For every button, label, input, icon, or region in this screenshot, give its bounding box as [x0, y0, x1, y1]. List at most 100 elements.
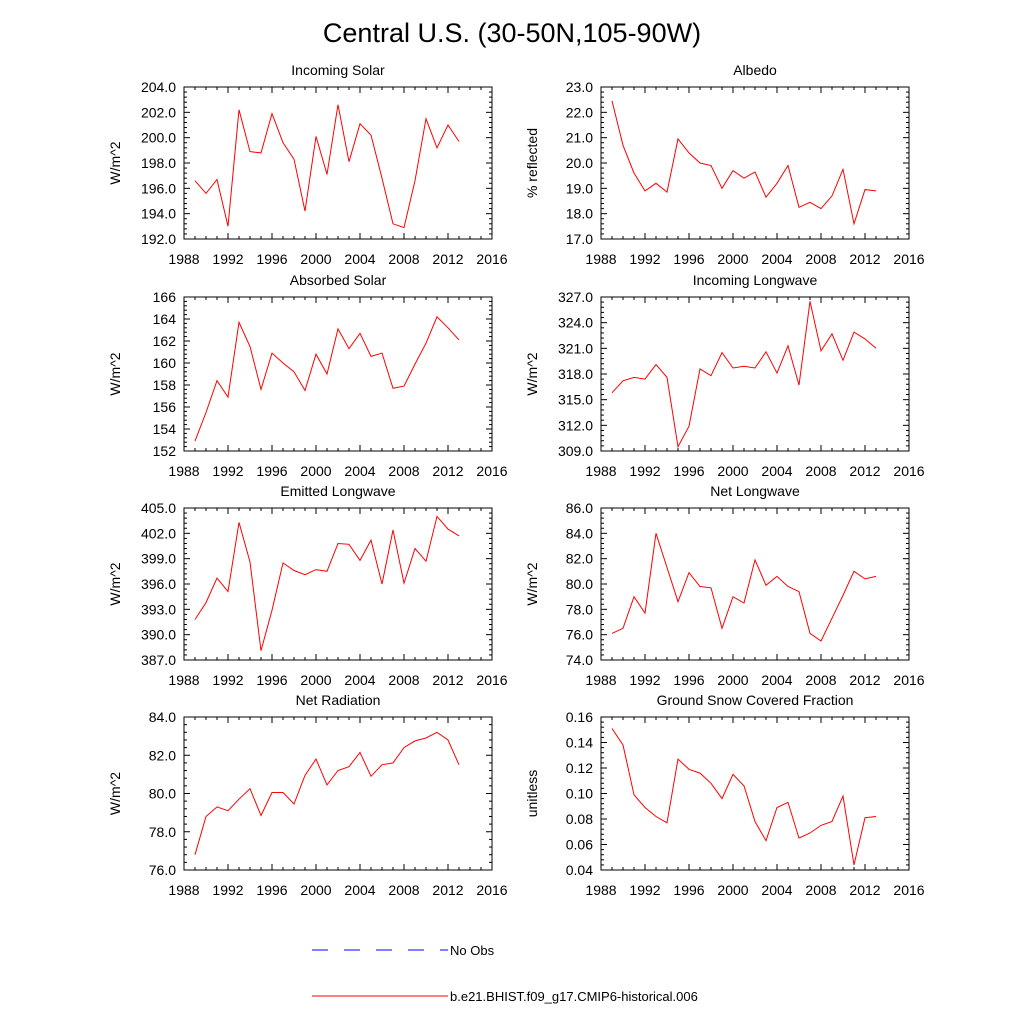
x-tick-label: 2016: [476, 251, 507, 267]
x-tick-label: 2012: [432, 882, 463, 898]
panel-5: Emitted Longwave W/m^2 1988 1992 1996 2000 200…: [107, 483, 508, 688]
legend-obs-label: No Obs: [450, 943, 495, 958]
x-tick-label: 2012: [432, 463, 463, 479]
x-tick-label: 1988: [168, 882, 199, 898]
x-tick-label: 1992: [629, 882, 660, 898]
panel-title: Albedo: [733, 62, 777, 78]
series-line: [611, 301, 877, 449]
series-line: [194, 515, 460, 651]
y-axis-label: W/m^2: [107, 352, 123, 395]
panel-4: Incoming Longwave W/m^2 1988 1992 1996 2000 20…: [524, 272, 925, 479]
x-tick-label: 2008: [388, 463, 419, 479]
y-tick-label: 192.0: [141, 231, 176, 247]
y-tick-label: 76.0: [149, 862, 176, 878]
series-line: [611, 100, 877, 226]
y-tick-label: 396.0: [141, 576, 176, 592]
x-tick-label: 2012: [849, 251, 880, 267]
y-tick-label: 22.0: [566, 104, 593, 120]
plot-frame: [183, 507, 493, 661]
y-tick-label: 0.06: [566, 837, 593, 853]
y-tick-label: 162: [153, 333, 177, 349]
x-tick-label: 2000: [717, 882, 748, 898]
legend-model-label: b.e21.BHIST.f09_g17.CMIP6-historical.006: [450, 989, 698, 1004]
x-tick-label: 2000: [717, 251, 748, 267]
x-tick-label: 2008: [805, 882, 836, 898]
x-tick-label: 1996: [673, 672, 704, 688]
x-tick-label: 2008: [805, 672, 836, 688]
y-tick-label: 156: [153, 399, 177, 415]
x-tick-label: 1996: [673, 463, 704, 479]
y-tick-label: 80.0: [566, 576, 593, 592]
x-tick-label: 2016: [476, 463, 507, 479]
figure-title: Central U.S. (30-50N,105-90W): [323, 18, 701, 48]
y-tick-label: 0.14: [566, 735, 593, 751]
plot-frame: [600, 86, 910, 240]
x-tick-label: 2016: [893, 882, 924, 898]
y-axis-label: % reflected: [524, 128, 540, 198]
y-axis-label: W/m^2: [107, 772, 123, 815]
x-tick-label: 2008: [805, 251, 836, 267]
x-tick-label: 1992: [629, 672, 660, 688]
x-tick-label: 1992: [629, 463, 660, 479]
y-tick-label: 23.0: [566, 79, 593, 95]
y-tick-label: 80.0: [149, 786, 176, 802]
series-line: [194, 731, 460, 855]
x-tick-label: 2012: [432, 251, 463, 267]
x-tick-label: 2004: [761, 251, 792, 267]
y-tick-label: 200.0: [141, 130, 176, 146]
panel-2: Albedo % reflected 1988 1992 1996 2000 2004 200…: [524, 62, 925, 267]
y-tick-label: 196.0: [141, 180, 176, 196]
x-tick-label: 1996: [673, 251, 704, 267]
x-tick-label: 1988: [585, 672, 616, 688]
y-axis-label: W/m^2: [524, 352, 540, 395]
x-tick-label: 2004: [344, 463, 375, 479]
x-tick-label: 1988: [585, 251, 616, 267]
x-tick-label: 1988: [585, 463, 616, 479]
x-tick-label: 2000: [300, 672, 331, 688]
y-tick-label: 318.0: [558, 366, 593, 382]
x-tick-label: 2000: [300, 251, 331, 267]
plot-frame: [600, 507, 910, 661]
x-tick-label: 1996: [256, 463, 287, 479]
y-tick-label: 390.0: [141, 627, 176, 643]
panel-3: Absorbed Solar W/m^2 1988 1992 1996 2000 2004 2…: [107, 272, 508, 479]
x-tick-label: 2004: [344, 882, 375, 898]
x-tick-label: 2004: [344, 251, 375, 267]
y-axis-label: W/m^2: [524, 562, 540, 605]
plot-frame: [600, 296, 910, 452]
y-tick-label: 0.12: [566, 760, 593, 776]
y-tick-label: 327.0: [558, 289, 593, 305]
x-tick-label: 2016: [893, 251, 924, 267]
x-tick-label: 1996: [673, 882, 704, 898]
y-tick-label: 0.10: [566, 786, 593, 802]
x-tick-label: 1988: [168, 463, 199, 479]
y-tick-label: 393.0: [141, 601, 176, 617]
panel-title: Incoming Solar: [291, 62, 385, 78]
series-line: [611, 533, 877, 642]
series-line: [194, 315, 460, 442]
x-tick-label: 2016: [893, 463, 924, 479]
y-tick-label: 78.0: [149, 824, 176, 840]
y-tick-label: 0.04: [566, 862, 593, 878]
x-tick-label: 2004: [761, 882, 792, 898]
y-tick-label: 312.0: [558, 417, 593, 433]
x-tick-label: 2000: [300, 463, 331, 479]
y-axis-label: unitless: [524, 770, 540, 817]
y-tick-label: 198.0: [141, 155, 176, 171]
y-tick-label: 202.0: [141, 104, 176, 120]
x-tick-label: 2012: [849, 882, 880, 898]
y-axis-label: W/m^2: [107, 562, 123, 605]
y-tick-label: 315.0: [558, 392, 593, 408]
panel-6: Net Longwave W/m^2 1988 1992 1996 2000 2004 200…: [524, 483, 925, 688]
x-tick-label: 2004: [761, 672, 792, 688]
y-tick-label: 387.0: [141, 652, 176, 668]
y-tick-label: 84.0: [566, 525, 593, 541]
x-tick-label: 2008: [805, 463, 836, 479]
x-tick-label: 1992: [212, 251, 243, 267]
plot-frame: [183, 716, 493, 871]
x-tick-label: 1996: [256, 672, 287, 688]
x-tick-label: 2016: [476, 882, 507, 898]
x-tick-label: 2016: [476, 672, 507, 688]
y-tick-label: 324.0: [558, 315, 593, 331]
